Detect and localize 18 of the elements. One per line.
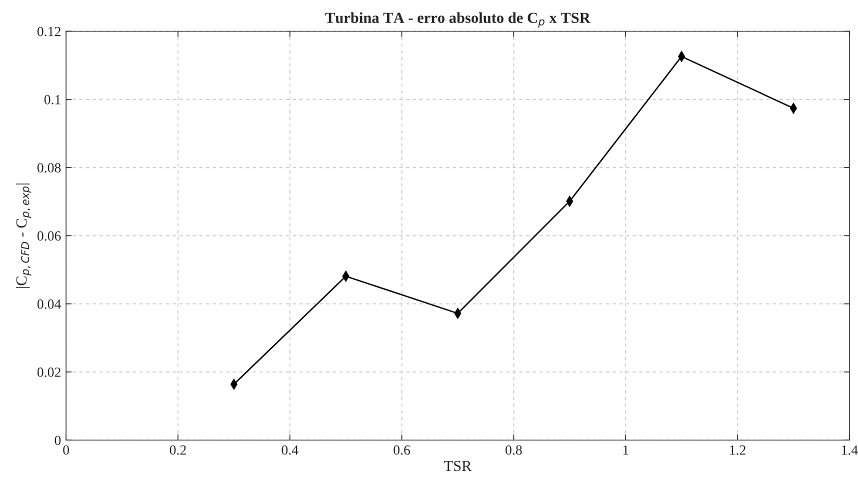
x-tick-label: 1.2 <box>730 445 746 455</box>
x-tick-label: 1.4 <box>842 445 858 455</box>
chart-title: Turbina TA - erro absoluto de C$_{p}$ x TSR <box>325 12 591 28</box>
x-tick-label: 0 <box>63 445 70 455</box>
y-tick-label: 0.02 <box>37 368 60 377</box>
y-tick-label: 0.12 <box>37 26 60 36</box>
x-axis-title: TSR <box>444 460 472 472</box>
x-tick-label: 0.4 <box>282 445 298 455</box>
y-axis-title: |C$_{p,CFD}$ - C$_{p,exp}$| <box>16 184 32 288</box>
x-tick-label: 0.6 <box>394 445 410 455</box>
x-tick-label: 1 <box>623 445 628 455</box>
y-tick-label: 0.04 <box>37 299 61 309</box>
y-tick-label: 0.06 <box>37 231 61 241</box>
y-tick-label: 0.1 <box>44 94 60 104</box>
x-tick-label: 0.8 <box>506 445 522 455</box>
y-tick-label: 0.08 <box>37 163 61 173</box>
x-tick-label: 0.2 <box>170 445 186 455</box>
y-tick-label: 0 <box>54 436 61 446</box>
